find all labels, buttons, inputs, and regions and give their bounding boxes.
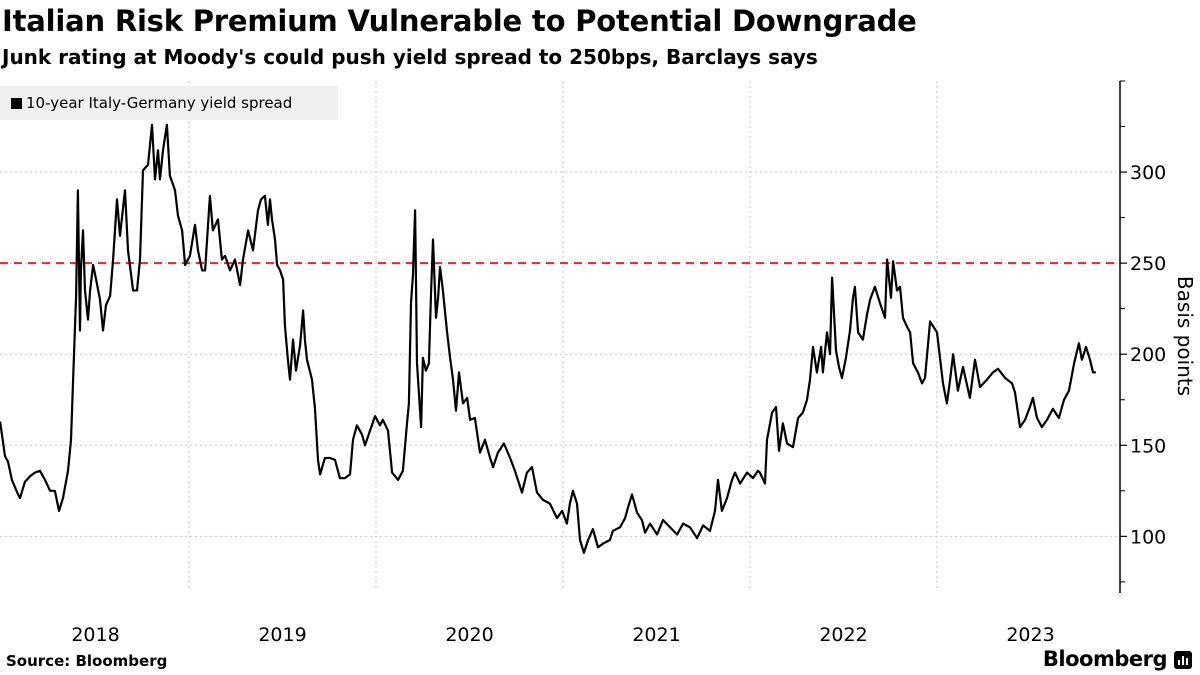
chart-title: Italian Risk Premium Vulnerable to Poten… [2, 4, 917, 38]
legend-swatch [11, 97, 22, 109]
y-axis-label: Basis points [1173, 276, 1197, 396]
x-tick-label: 2022 [819, 624, 867, 646]
y-tick-label: 250 [1130, 253, 1166, 275]
chart-subtitle: Junk rating at Moody's could push yield … [2, 45, 818, 69]
series-line-italy-germany-spread [0, 123, 1096, 554]
legend-label: 10-year Italy-Germany yield spread [26, 94, 293, 112]
y-tick-label: 300 [1130, 162, 1166, 184]
series-group [0, 123, 1096, 554]
bloomberg-logo: Bloomberg [1042, 647, 1168, 671]
y-axis: 100 150 200 250 300 Basis points [1119, 80, 1197, 593]
y-tick-label: 200 [1130, 344, 1166, 366]
y-tick-label: 150 [1130, 435, 1166, 457]
x-tick-label: 2019 [258, 624, 306, 646]
x-tick-label: 2021 [632, 624, 680, 646]
x-tick-label: 2023 [1006, 624, 1054, 646]
x-tick-label: 2020 [445, 624, 493, 646]
source-note: Source: Bloomberg [6, 652, 168, 670]
y-tick-label: 100 [1130, 526, 1166, 548]
x-tick-label: 2018 [71, 624, 119, 646]
legend: 10-year Italy-Germany yield spread [0, 86, 338, 120]
x-axis: 2018 2019 2020 2021 2022 2023 [71, 624, 1054, 646]
bloomberg-chart-icon [1174, 651, 1192, 669]
